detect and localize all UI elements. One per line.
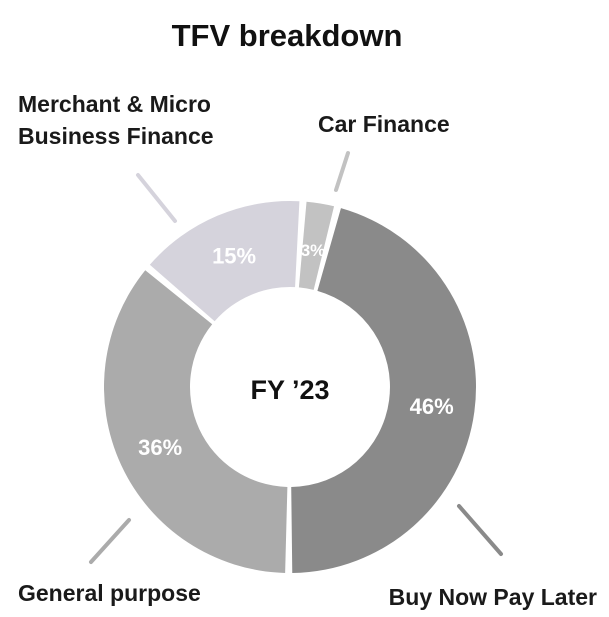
donut-slices: [104, 201, 477, 573]
leader-line-buy-now-pay-later: [457, 504, 503, 556]
percent-labels: 3% 46% 36% 15%: [138, 241, 454, 460]
percent-label-merchant-micro-business-finance: 15%: [212, 243, 256, 268]
leader-lines: [89, 151, 503, 564]
leader-line-general-purpose: [89, 518, 131, 564]
slice-buy-now-pay-later: [291, 208, 477, 573]
slice-merchant-micro-business-finance: [149, 201, 300, 322]
chart-title: TFV breakdown: [172, 18, 403, 53]
slice-general-purpose: [104, 270, 288, 573]
leader-line-merchant-micro-business-finance: [136, 173, 177, 223]
category-label-buy-now-pay-later: Buy Now Pay Later: [389, 584, 597, 610]
category-labels: Car Finance Buy Now Pay Later General purp…: [18, 91, 597, 610]
percent-label-general-purpose: 36%: [138, 435, 182, 460]
category-label-car-finance: Car Finance: [318, 111, 450, 137]
slice-car-finance: [298, 201, 335, 290]
percent-label-car-finance: 3%: [301, 241, 326, 260]
leader-line-car-finance: [334, 151, 350, 192]
category-label-merchant-micro-business-finance: Merchant & Micro Business Finance: [18, 91, 214, 149]
category-label-general-purpose: General purpose: [18, 580, 201, 606]
percent-label-buy-now-pay-later: 46%: [410, 394, 454, 419]
center-label: FY ’23: [250, 375, 329, 405]
